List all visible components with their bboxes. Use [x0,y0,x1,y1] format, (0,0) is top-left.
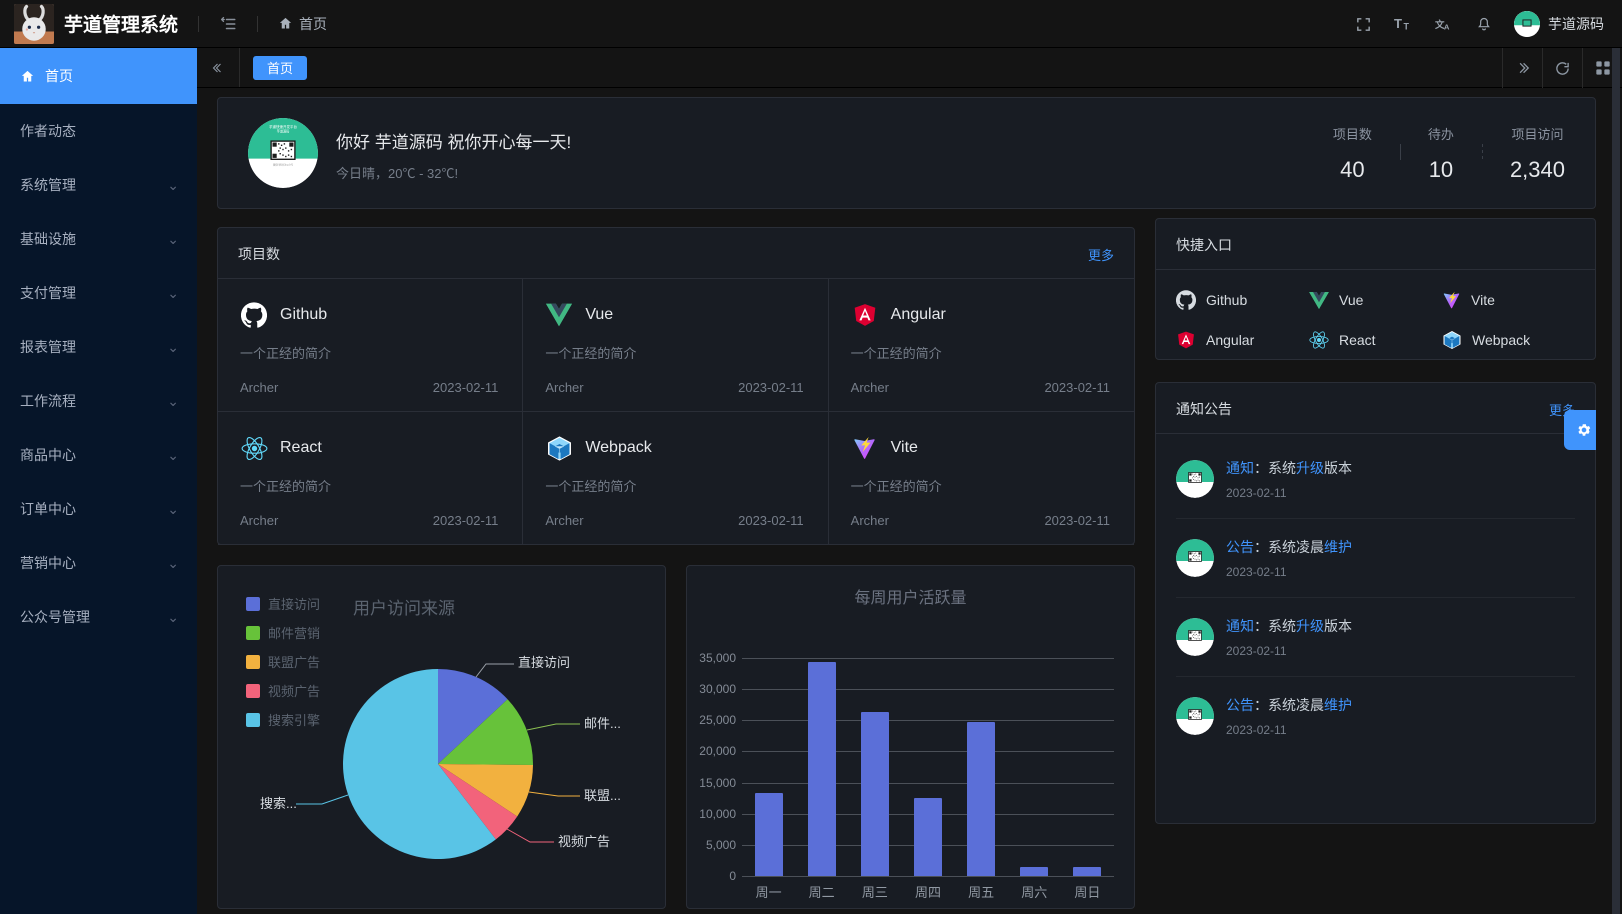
svg-text:直接访问: 直接访问 [518,655,570,670]
svg-text:搜索...: 搜索... [260,796,297,811]
svg-text:芋道快速开发平台: 芋道快速开发平台 [269,124,297,129]
svg-text:T: T [1404,21,1410,31]
svg-text:视频广告: 视频广告 [558,834,610,849]
svg-text:芋道源码: 芋道源码 [277,129,290,134]
svg-text:邮件...: 邮件... [584,716,621,731]
svg-text:T: T [1394,16,1402,31]
svg-text:联盟...: 联盟... [584,788,621,803]
svg-text:A: A [1444,22,1450,31]
